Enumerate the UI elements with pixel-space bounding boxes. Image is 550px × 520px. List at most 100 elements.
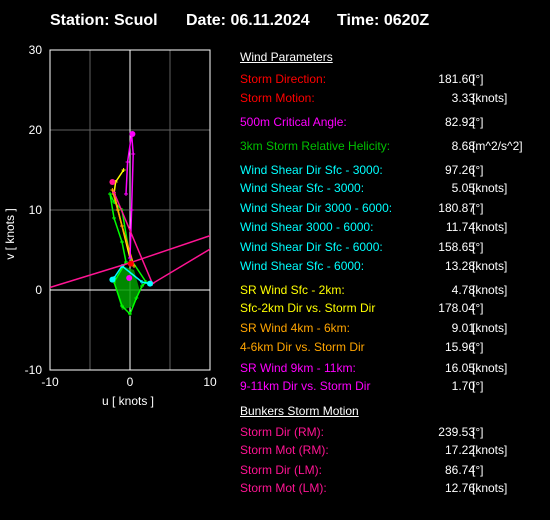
rows-row: Wind Shear Sfc - 3000: 5.05 [knots] [240,181,545,199]
storm-motion-marker [109,276,116,283]
bunkers-row: Storm Dir (RM): 239.53 [°] [240,425,545,443]
x-tick-label: -10 [41,375,59,389]
data-point-mark [134,296,139,300]
bunkers-unit: [knots] [472,481,508,495]
rows-row: Wind Shear Dir Sfc - 6000: 158.65 [°] [240,240,545,258]
rows-label: SR Wind Sfc - 2km: [240,283,345,297]
rows-row: 4-6km Dir vs. Storm Dir 15.96 [°] [240,340,545,358]
rows-row: 9-11km Dir vs. Storm Dir 1.70 [°] [240,379,545,397]
bunkers-value: 239.53 [438,425,475,439]
rows-label: Sfc-2km Dir vs. Storm Dir [240,301,376,315]
rows-row: 3km Storm Relative Helicity: 8.68 [m^2/s^2… [240,139,545,157]
rows-value: 8.68 [451,139,475,153]
data-point-mark [121,168,126,172]
rows-row: SR Wind Sfc - 2km: 4.78 [knots] [240,283,545,301]
rows-value: 4.78 [451,283,475,297]
bunkers-label: Storm Mot (RM): [240,443,329,457]
rows-label: Wind Shear Sfc - 3000: [240,181,365,195]
rows-label: Wind Shear Dir Sfc - 6000: [240,240,383,254]
y-tick-label: 20 [29,123,43,137]
storm-motion-marker [109,179,116,185]
storm-motion-marker [127,260,134,267]
time-label: Time: 0620Z [337,12,430,29]
rows-label: 500m Critical Angle: [240,115,347,129]
rows-unit: [knots] [472,259,508,273]
wind-parameters-title: Wind Parameters [240,50,333,64]
rows-label: Wind Shear Sfc - 6000: [240,259,365,273]
bunkers-label: Storm Mot (LM): [240,481,327,495]
rows-unit: [°] [472,301,484,315]
rows-value: 82.92 [444,115,475,129]
rows-value: 13.28 [444,259,475,273]
y-tick-label: 0 [35,283,42,297]
x-tick-label: 0 [127,375,134,389]
rows-row: Wind Shear Dir 3000 - 6000: 180.87 [°] [240,201,545,219]
rows-label: 4-6km Dir vs. Storm Dir [240,340,365,354]
rows-unit: [°] [472,163,484,177]
bunkers-unit: [knots] [472,443,508,457]
rows-unit: [°] [472,201,484,215]
hodograph-series-line [113,264,151,285]
rows-value: 180.87 [438,201,475,215]
rows-label: SR Wind 4km - 6km: [240,321,351,335]
rows-row: Sfc-2km Dir vs. Storm Dir 178.04 [°] [240,301,545,319]
bunkers-row: Storm Mot (RM): 17.22 [knots] [240,443,545,461]
rows-unit: [°] [472,379,484,393]
bunkers-label: Storm Dir (LM): [240,463,322,477]
rows-value: 97.26 [444,163,475,177]
bunkers-unit: [°] [472,463,484,477]
plot-frame [49,49,211,371]
data-point-mark [131,152,136,156]
storm-motion-marker [126,275,133,281]
rows-label: Wind Shear Dir Sfc - 3000: [240,163,383,177]
station-label: Station: Scuol [50,12,158,29]
rows-row: SR Wind 4km - 6km: 9.01 [knots] [240,321,545,339]
data-point-mark [112,190,116,195]
rows-value: 3.33 [451,91,475,105]
bunkers-value: 12.76 [444,481,475,495]
plot-data-group [50,131,210,316]
data-point-mark [112,216,116,220]
hodograph-chart: -10 0 10 -10 0 10 20 30 u [ knots ] v [ knots ] [3,43,217,408]
rows-unit: [knots] [472,321,508,335]
rows-row: Storm Direction: 181.60 [°] [240,72,545,90]
rows-value: 16.05 [444,361,475,375]
hodograph-series-line [50,192,210,289]
x-axis-label: u [ knots ] [102,394,154,408]
x-tick-label: 10 [203,375,217,389]
bunkers-unit: [°] [472,425,484,439]
rows-unit: [m^2/s^2] [472,139,523,153]
rows-unit: [°] [472,115,484,129]
bunkers-title: Bunkers Storm Motion [240,404,359,418]
rows-unit: [knots] [472,91,508,105]
rows-value: 178.04 [438,301,475,315]
bunkers-label: Storm Dir (RM): [240,425,324,439]
hodograph-series-line [125,133,134,259]
data-point-mark [140,284,144,288]
rows-unit: [°] [472,340,484,354]
rows-value: 158.65 [438,240,475,254]
rows-label: Storm Direction: [240,72,327,86]
data-point-mark [124,192,128,196]
date-label: Date: 06.11.2024 [186,12,310,29]
storm-motion-marker [129,131,136,137]
bunkers-value: 17.22 [444,443,475,457]
rows-row: Storm Motion: 3.33 [knots] [240,91,545,109]
rows-unit: [knots] [472,181,508,195]
data-point-mark [108,192,112,196]
rows-label: Storm Motion: [240,91,315,105]
rows-unit: [°] [472,72,484,86]
y-axis-label: v [ knots ] [3,208,17,259]
bunkers-value: 86.74 [444,463,475,477]
y-tick-label: -10 [25,363,43,377]
rows-row: Wind Shear Sfc - 6000: 13.28 [knots] [240,259,545,277]
rows-row: SR Wind 9km - 11km: 16.05 [knots] [240,361,545,379]
data-point-mark [132,264,136,268]
rows-row: Wind Shear 3000 - 6000: 11.74 [knots] [240,220,545,238]
bunkers-row: Storm Mot (LM): 12.76 [knots] [240,481,545,499]
rows-label: 9-11km Dir vs. Storm Dir [240,379,371,393]
rows-label: 3km Storm Relative Helicity: [240,139,391,153]
header: Station: Scuol Date: 06.11.2024 Time: 06… [0,12,550,36]
data-point-mark [129,208,134,212]
rows-row: Wind Shear Dir Sfc - 3000: 97.26 [°] [240,163,545,181]
